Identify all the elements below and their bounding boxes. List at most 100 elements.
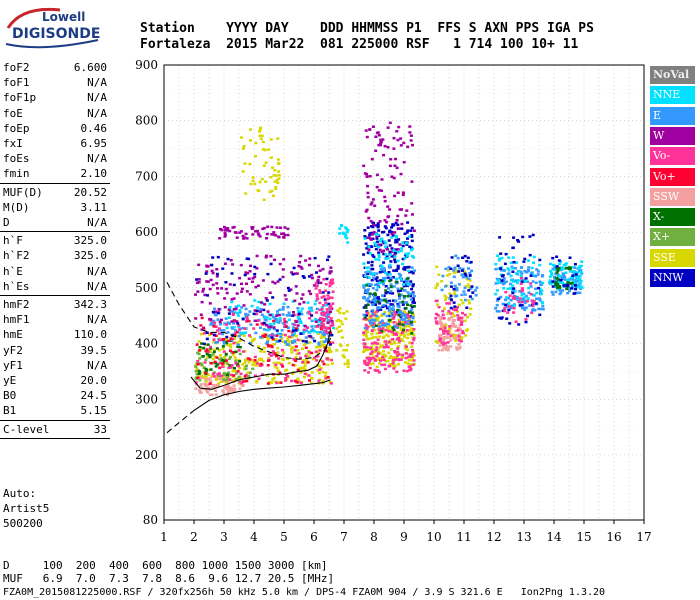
echo-point: [380, 363, 384, 367]
echo-point: [305, 358, 309, 361]
echo-point: [376, 319, 380, 322]
echo-point: [380, 358, 384, 361]
echo-point: [308, 331, 312, 334]
echo-point: [365, 311, 369, 315]
echo-point: [451, 312, 455, 315]
echo-point: [270, 381, 274, 384]
echo-point: [302, 343, 306, 347]
echo-point: [318, 345, 321, 349]
echo-point: [367, 361, 371, 365]
echo-point: [374, 293, 377, 296]
echo-point: [457, 316, 461, 320]
echo-point: [523, 306, 526, 310]
echo-point: [204, 384, 208, 387]
echo-point: [378, 357, 382, 360]
echo-point: [437, 273, 441, 276]
echo-point: [311, 328, 315, 331]
echo-point: [301, 366, 305, 369]
echo-point: [513, 290, 517, 293]
echo-point: [224, 227, 228, 230]
echo-point: [579, 279, 583, 283]
echo-point: [327, 255, 331, 258]
echo-point: [272, 361, 276, 365]
echo-point: [372, 294, 376, 298]
echo-point: [454, 336, 458, 339]
echo-point: [369, 322, 373, 326]
echo-point: [548, 281, 552, 284]
echo-point: [386, 233, 390, 237]
echo-point: [325, 277, 329, 281]
echo-point: [443, 294, 447, 297]
echo-point: [411, 143, 414, 147]
echo-point: [329, 266, 333, 269]
echo-point: [212, 350, 216, 353]
echo-point: [320, 313, 324, 316]
echo-point: [204, 358, 208, 362]
echo-point: [379, 143, 382, 147]
echo-point: [376, 286, 380, 289]
echo-point: [369, 283, 373, 286]
echo-point: [210, 321, 214, 325]
echo-point: [320, 322, 324, 325]
echo-point: [390, 348, 393, 351]
echo-point: [388, 339, 392, 342]
echo-point: [274, 174, 278, 177]
echo-point: [225, 323, 228, 326]
echo-point: [285, 314, 289, 317]
echo-point: [202, 366, 206, 369]
echo-point: [295, 272, 299, 275]
echo-point: [218, 362, 222, 365]
echo-point: [385, 255, 389, 258]
echo-point: [371, 233, 374, 236]
echo-point: [329, 280, 333, 283]
echo-point: [314, 287, 318, 290]
echo-point: [397, 227, 401, 230]
echo-point: [375, 272, 379, 275]
echo-point: [324, 371, 328, 375]
echo-point: [372, 231, 376, 234]
echo-point: [448, 336, 452, 339]
echo-point: [382, 261, 386, 264]
echo-point: [396, 259, 400, 263]
echo-point: [377, 134, 381, 137]
echo-point: [307, 275, 311, 278]
echo-point: [370, 345, 373, 348]
echo-point: [378, 325, 381, 328]
echo-point: [407, 359, 411, 362]
echo-point: [440, 280, 444, 283]
echo-point: [299, 381, 303, 385]
echo-point: [248, 293, 252, 296]
echo-point: [234, 329, 238, 332]
echo-point: [396, 248, 400, 251]
echo-point: [275, 310, 279, 313]
echo-point: [465, 275, 469, 279]
echo-point: [550, 290, 554, 294]
echo-point: [503, 309, 507, 313]
echo-point: [220, 287, 224, 290]
echo-point: [290, 336, 294, 339]
echo-point: [434, 320, 438, 323]
echo-point: [366, 288, 370, 291]
echo-point: [397, 318, 401, 322]
echo-point: [225, 343, 229, 347]
echo-point: [321, 312, 325, 315]
echo-point: [200, 376, 204, 379]
echo-point: [255, 312, 259, 316]
echo-point: [382, 354, 386, 358]
echo-point: [387, 328, 390, 331]
echo-point: [509, 261, 513, 265]
echo-point: [395, 370, 399, 374]
echo-point: [287, 329, 291, 333]
echo-point: [276, 351, 280, 354]
echo-point: [216, 311, 220, 315]
echo-point: [200, 342, 204, 345]
echo-point: [310, 276, 314, 280]
echo-point: [457, 333, 461, 336]
echo-point: [381, 279, 385, 283]
echo-point: [376, 222, 380, 225]
echo-point: [362, 313, 366, 317]
echo-point: [520, 280, 524, 283]
echo-point: [233, 356, 237, 359]
echo-point: [294, 356, 298, 359]
param-row: foEp 0.46: [3, 121, 107, 136]
